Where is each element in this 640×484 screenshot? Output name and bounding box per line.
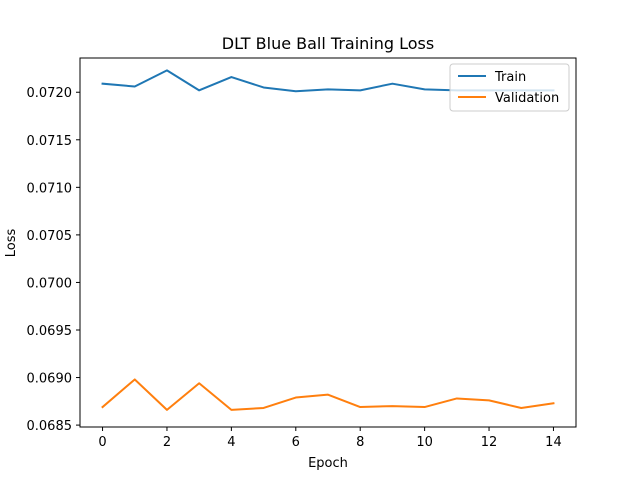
y-tick-label: 0.0700 (27, 276, 73, 291)
x-axis-ticks: 0 2 4 6 8 10 12 14 (98, 427, 562, 450)
y-axis-label: Loss (4, 229, 19, 258)
series-line-validation (101, 378, 555, 411)
plot-frame (79, 57, 577, 428)
x-tick-label: 2 (163, 435, 171, 450)
x-tick-label: 8 (356, 435, 364, 450)
legend-label-validation: Validation (495, 91, 559, 106)
y-tick-label: 0.0690 (27, 372, 73, 387)
y-tick-label: 0.0705 (27, 229, 73, 244)
y-tick-label: 0.0695 (27, 324, 73, 339)
legend-label-train: Train (494, 70, 526, 85)
y-tick-label: 0.0715 (27, 134, 73, 149)
y-tick-label: 0.0710 (27, 181, 73, 196)
y-tick-label: 0.0720 (27, 86, 73, 101)
y-tick-label: 0.0685 (27, 419, 73, 434)
x-tick-label: 10 (416, 435, 433, 450)
chart-title: DLT Blue Ball Training Loss (222, 34, 434, 53)
legend: Train Validation (449, 63, 570, 112)
y-axis-ticks: 0.0685 0.0690 0.0695 0.0700 0.0705 0.0710 0.07… (27, 86, 80, 434)
x-tick-label: 0 (98, 435, 106, 450)
x-tick-label: 4 (227, 435, 235, 450)
x-tick-label: 14 (545, 435, 562, 450)
x-tick-label: 12 (481, 435, 498, 450)
x-axis-label: Epoch (308, 456, 348, 471)
x-tick-label: 6 (292, 435, 300, 450)
